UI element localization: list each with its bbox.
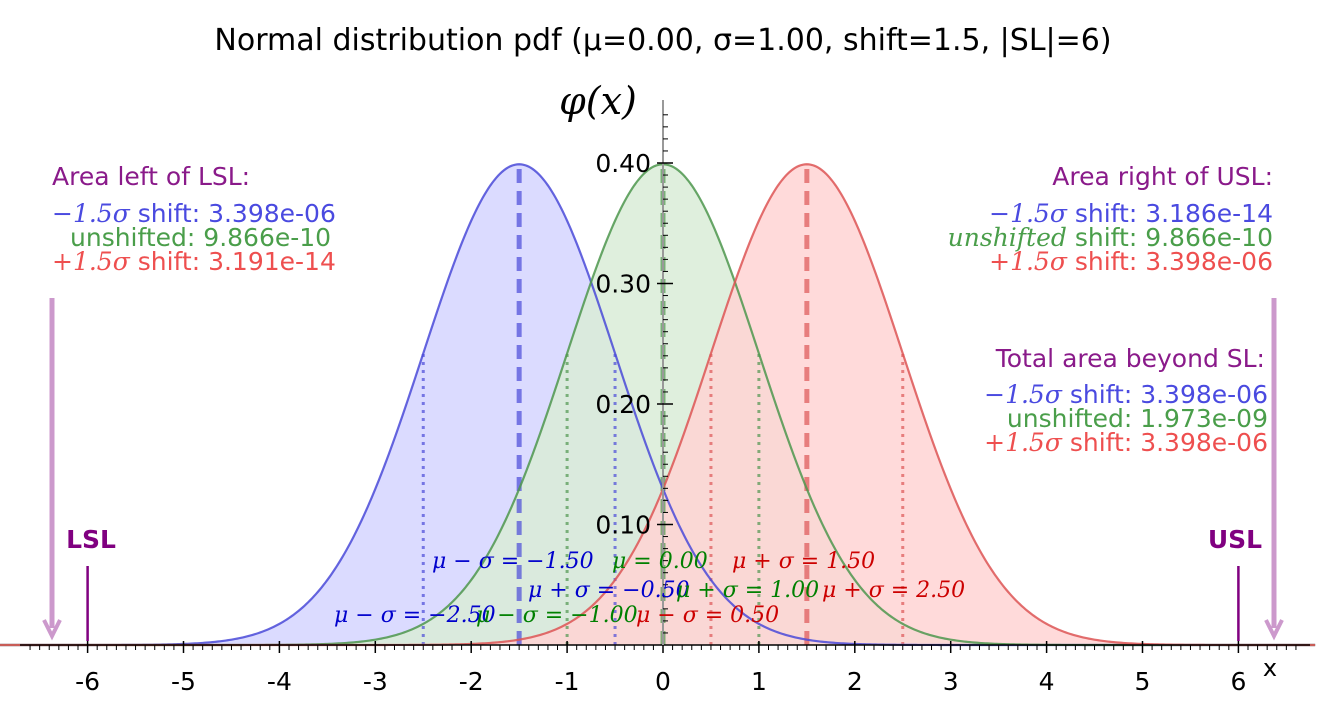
area-left-row: unshifted: 9.866e-10	[70, 223, 331, 252]
annotation-label: μ + σ = −0.50	[528, 578, 690, 603]
spec-arrowhead-left	[42, 619, 62, 641]
area-left-heading: Area left of LSL:	[52, 162, 250, 191]
x-tick-label: -1	[555, 667, 580, 696]
lsl-label: LSL	[66, 525, 116, 554]
annotation-label: μ − σ = 0.50	[636, 603, 779, 628]
x-tick-label: -5	[171, 667, 196, 696]
area-total-row: −1.5σ shift: 3.398e-06	[984, 380, 1268, 409]
area-right-row: −1.5σ shift: 3.186e-14	[989, 199, 1273, 228]
chart-title: Normal distribution pdf (μ=0.00, σ=1.00,…	[214, 23, 1111, 58]
area-right-row: +1.5σ shift: 3.398e-06	[989, 247, 1273, 276]
x-tick-label: -3	[363, 667, 388, 696]
x-tick-label: -6	[75, 667, 100, 696]
x-tick-label: 5	[1135, 667, 1151, 696]
annotation-label: μ − σ = −1.50	[432, 549, 594, 574]
area-right-heading: Area right of USL:	[1052, 162, 1273, 191]
area-total-heading: Total area beyond SL:	[995, 344, 1265, 373]
annotations: μ − σ = −1.50 μ = 0.00 μ + σ = 1.50 μ + …	[334, 549, 965, 628]
y-tick-label: 0.40	[595, 149, 651, 178]
axes: -6 -5 -4 -3 -2 -1 0 1 2 3 4 5 6 0.10 0.20 0.30 0.40	[20, 100, 1310, 696]
x-tick-label: -2	[459, 667, 484, 696]
area-right-panel: Area right of USL: −1.5σ shift: 3.186e-1…	[948, 162, 1273, 276]
annotation-label: μ + σ = 2.50	[822, 578, 965, 603]
y-axis-label: φ(x)	[559, 79, 637, 123]
spec-arrowhead-right	[1264, 619, 1284, 641]
annotation-label: μ = 0.00	[612, 549, 708, 574]
area-right-row: unshifted shift: 9.866e-10	[948, 223, 1273, 252]
annotation-label: μ − σ = −1.00	[476, 603, 638, 628]
area-total-row: +1.5σ shift: 3.398e-06	[984, 428, 1268, 457]
x-tick-label: 6	[1230, 667, 1246, 696]
annotation-label: μ − σ = −2.50	[334, 603, 496, 628]
x-tick-label: 0	[655, 667, 671, 696]
area-left-row: −1.5σ shift: 3.398e-06	[52, 199, 336, 228]
spec-limits	[42, 298, 1284, 641]
area-left-panel: Area left of LSL: −1.5σ shift: 3.398e-06…	[52, 162, 336, 276]
area-left-row: +1.5σ shift: 3.191e-14	[52, 247, 336, 276]
x-tick-label: 4	[1039, 667, 1055, 696]
usl-label: USL	[1208, 525, 1262, 554]
x-tick-label: 2	[847, 667, 863, 696]
x-tick-label: 1	[751, 667, 767, 696]
series-fill-2	[0, 164, 1316, 645]
annotation-label: μ + σ = 1.50	[732, 549, 875, 574]
x-tick-label: 3	[943, 667, 959, 696]
area-total-panel: Total area beyond SL: −1.5σ shift: 3.398…	[984, 344, 1268, 457]
annotation-label: μ + σ = 1.00	[676, 578, 819, 603]
x-tick-label: -4	[267, 667, 292, 696]
y-tick-label: 0.20	[595, 390, 651, 419]
area-total-row: unshifted: 1.973e-09	[1007, 404, 1268, 433]
x-axis-label: x	[1263, 654, 1277, 682]
y-tick-label: 0.30	[595, 270, 651, 299]
y-tick-label: 0.10	[595, 511, 651, 540]
